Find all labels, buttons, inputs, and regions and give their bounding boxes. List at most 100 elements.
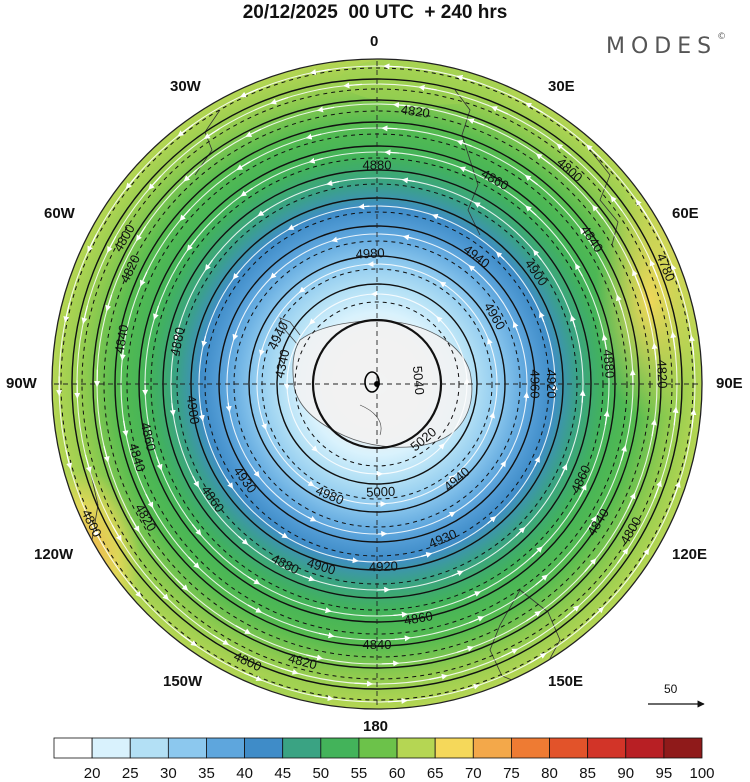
wind-arrow: [278, 531, 289, 539]
wind-arrow: [307, 480, 315, 487]
wind-arrow: [653, 480, 662, 499]
wind-arrow: [632, 269, 640, 286]
contour-label-text: 4340: [272, 348, 293, 379]
wind-arrow: [298, 286, 306, 293]
wind-arrow: [235, 625, 251, 635]
wind-arrow: [183, 169, 197, 182]
wind-arrow: [459, 166, 473, 174]
wind-arrow: [318, 632, 335, 639]
colorbar-label: 55: [351, 765, 368, 782]
wind-arrow: [314, 695, 334, 702]
wind-arrow: [240, 187, 253, 197]
wind-arrow: [387, 697, 408, 704]
wind-arrow: [574, 263, 583, 277]
contour-label-text: 4880: [600, 349, 617, 379]
wind-arrow: [534, 456, 540, 467]
wind-arrow: [649, 259, 658, 278]
wind-arrow: [384, 149, 399, 156]
contour-label: 5040: [410, 365, 427, 395]
wind-arrow: [393, 101, 411, 108]
wind-arrow: [394, 635, 411, 642]
wind-arrow: [579, 389, 586, 403]
wind-arrow: [579, 227, 590, 242]
wind-arrow: [564, 605, 580, 618]
contour-label: 4900: [184, 395, 203, 426]
wind-arrow: [587, 515, 597, 530]
contour-label-text: 5040: [410, 365, 427, 395]
colorbar-swatch: [91, 737, 131, 759]
wind-arrow: [305, 133, 322, 140]
wind-arrow: [347, 557, 359, 564]
contour-label: 4880: [600, 349, 617, 379]
colorbar-swatch: [358, 737, 398, 759]
colorbar-swatch: [511, 737, 550, 759]
contour-label-text: 4820: [287, 650, 319, 672]
contour-label-text: 4980: [355, 245, 385, 261]
wind-arrow: [560, 463, 568, 476]
wind-arrow: [584, 558, 597, 572]
colorbar-label: 95: [656, 765, 673, 782]
wind-arrow: [431, 213, 443, 220]
colorbar-label: 85: [579, 765, 596, 782]
wind-arrow: [201, 336, 208, 348]
wind-arrow: [247, 604, 262, 613]
lon-label-180: 180: [363, 718, 389, 735]
colorbar-swatch: [396, 737, 436, 759]
colorbar-swatch: [167, 737, 207, 759]
wind-arrow: [570, 315, 576, 328]
wind-arrow: [111, 524, 122, 542]
colorbar-label: 50: [312, 765, 329, 782]
wind-arrow: [535, 574, 548, 586]
wind-arrow: [515, 527, 526, 537]
wind-arrow: [179, 208, 191, 221]
colorbar-swatch: [282, 737, 322, 759]
colorbar-swatch: [434, 737, 474, 759]
wind-arrow: [302, 575, 316, 582]
wind-arrow: [429, 673, 448, 680]
lon-label-30e: 30E: [548, 78, 575, 95]
wind-arrow: [261, 422, 267, 430]
lon-label-60w: 60W: [44, 205, 75, 222]
wind-arrow: [495, 251, 505, 260]
wind-arrow: [130, 516, 140, 533]
wind-arrow: [65, 449, 73, 470]
wind-arrow: [469, 616, 485, 624]
wind-arrow: [204, 259, 213, 271]
wind-arrow: [125, 173, 139, 189]
wind-arrow: [354, 680, 374, 687]
contour-label-text: 4900: [184, 395, 203, 426]
wind-arrow: [592, 204, 604, 219]
contour-label-text: 5000: [366, 484, 395, 500]
wind-arrow: [650, 419, 657, 437]
colorbar-label: 80: [541, 765, 558, 782]
wind-arrow: [148, 175, 162, 190]
lon-label-0: 0: [370, 33, 379, 50]
wind-arrow: [145, 493, 154, 509]
wind-arrow: [635, 199, 648, 216]
contour-label: 5000: [366, 484, 395, 500]
colorbar-swatch: [53, 737, 93, 759]
wind-arrow: [381, 125, 398, 132]
wind-arrow: [270, 271, 278, 279]
lon-label-90e: 90E: [716, 375, 743, 392]
wind-arrow: [672, 406, 679, 426]
contour-label: 4840: [111, 323, 131, 354]
contour-label-text: 4880: [167, 326, 188, 357]
contour-label: 4920: [369, 558, 398, 574]
wind-arrow: [87, 234, 97, 253]
wind-arrow: [358, 203, 370, 210]
wind-arrow: [84, 454, 92, 473]
wind-arrow: [203, 128, 220, 140]
wind-arrow: [308, 157, 323, 164]
wind-arrow: [670, 263, 679, 283]
wind-arrow: [343, 82, 362, 89]
contour-label: 4340: [272, 348, 293, 379]
wind-arrow: [309, 318, 316, 325]
contour-label-text: 4860: [403, 608, 434, 628]
wind-arrow: [603, 410, 610, 425]
contour-label: 4820: [287, 650, 319, 672]
wind-arrow: [240, 88, 259, 98]
lon-label-120w: 120W: [34, 546, 74, 563]
wind-arrow: [177, 123, 194, 137]
wind-arrow: [122, 420, 129, 437]
